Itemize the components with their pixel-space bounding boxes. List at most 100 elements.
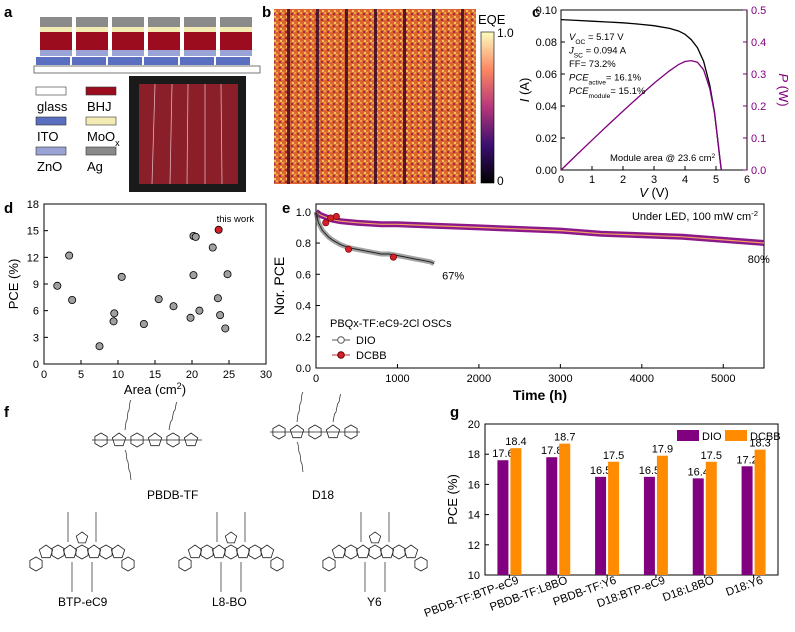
y-axis-label-left: I (A): [517, 78, 532, 103]
zno-layer: [76, 50, 108, 56]
x-tick-label: 1: [589, 174, 595, 186]
y-tick-label-left: 0.00: [536, 165, 557, 177]
y6-end-ring: [414, 556, 428, 572]
y-tick-label-right: 0.0: [751, 165, 766, 177]
ag-electrode: [148, 17, 180, 27]
l8-bo-ring: [211, 544, 227, 559]
y6-ring: [355, 544, 371, 559]
moox-layer: [76, 27, 108, 32]
device-cells: [36, 17, 252, 65]
pbdb-tf-ring: [111, 432, 127, 447]
y-tick-label: 0.2: [296, 332, 311, 344]
moox-layer: [220, 27, 252, 32]
x-tick-label: 15: [149, 369, 161, 381]
btp-ec9-ring: [86, 544, 102, 559]
y6-ring: [368, 544, 382, 560]
bar-value-label: 17.2: [736, 454, 757, 466]
l8-bo-ring: [187, 544, 203, 559]
y-tick-label: 0.4: [296, 301, 311, 313]
panel-label-c: c: [532, 4, 540, 21]
panel-a: a glass BHJ ITO MoOx ZnO Ag: [4, 4, 261, 192]
x-tick-label: 30: [260, 369, 272, 381]
ito-layer: [144, 57, 178, 65]
l8-bo-end-ring: [270, 556, 284, 572]
y-tick-label-right: 0.5: [751, 5, 766, 17]
y-tick-label: 3: [33, 332, 39, 344]
x-tick-label: D18:Y6: [724, 575, 764, 599]
y-tick-label-right: 0.4: [751, 37, 766, 49]
plot-frame: [484, 423, 779, 576]
x-tick-label: 4: [682, 174, 688, 186]
x-tick-label: 5: [713, 174, 719, 186]
data-point: [223, 270, 232, 279]
y-tick-label: 16: [468, 479, 480, 491]
data-point: [213, 294, 222, 303]
ito-layer: [180, 57, 214, 65]
label-d18: D18: [312, 488, 334, 502]
x-tick-label: 6: [744, 174, 750, 186]
x-tick-label: 10: [112, 369, 124, 381]
y-tick-label: 9: [33, 279, 39, 291]
bar-dcbb: [754, 449, 766, 575]
y-tick-label: 15: [27, 226, 39, 238]
y-axis-label: PCE (%): [6, 259, 21, 310]
dcbb-marker: [389, 253, 397, 261]
x-tick-label: 3000: [548, 373, 572, 385]
y6-core-ring: [368, 531, 382, 544]
bar-value-label: 17.6: [492, 448, 513, 460]
bhj-layer: [220, 32, 252, 50]
legend-label: MoOx: [87, 129, 120, 148]
bar-value-label: 16.4: [688, 466, 709, 478]
bar-value-label: 18.7: [554, 432, 575, 444]
moox-layer: [40, 27, 72, 32]
d18-side-chain: [296, 391, 304, 423]
data-point: [189, 271, 198, 280]
x-axis-label: V (V): [639, 185, 669, 200]
label-l8-bo: L8-BO: [212, 595, 247, 609]
pbdb-tf-ring: [147, 432, 163, 447]
legend-label-dio: DIO: [356, 335, 376, 347]
x-tick-label: 1000: [385, 373, 409, 385]
l8-bo-ring: [224, 544, 238, 560]
module-area-annotation: Module area @ 23.6 cm2: [610, 153, 716, 165]
x-axis-label: Time (h): [513, 387, 567, 403]
y6-ring: [403, 544, 419, 559]
d18-side-chain: [296, 441, 304, 473]
x-tick-label: 0: [313, 373, 319, 385]
glass-substrate: [33, 65, 261, 74]
data-point: [195, 306, 204, 315]
legend-swatch: [35, 86, 67, 96]
y-tick-label-right: 0.3: [751, 69, 766, 81]
x-tick-label: 5: [78, 369, 84, 381]
bar-dcbb: [608, 461, 620, 575]
legend-label: ITO: [37, 129, 58, 144]
data-point: [110, 309, 119, 318]
y-tick-label-left: 0.06: [536, 69, 557, 81]
y6-end-ring: [322, 556, 336, 572]
data-point: [216, 311, 225, 320]
bar-value-label: 17.8: [541, 445, 562, 457]
panel-b: b EQE 1.0 0: [262, 4, 514, 188]
data-point: [139, 319, 148, 328]
dcbb-marker: [327, 214, 335, 222]
y-axis-label-right: P (W): [776, 73, 791, 106]
ito-layer: [36, 57, 70, 65]
pbdb-tf-side-chain: [168, 401, 177, 431]
zno-layer: [184, 50, 216, 56]
x-tick-label: 4000: [630, 373, 654, 385]
y-axis-label: PCE (%): [445, 474, 460, 525]
btp-ec9-ring: [75, 544, 89, 560]
pbdb-tf-ring: [166, 432, 180, 448]
d18-ring: [325, 424, 341, 439]
x-tick-label: 0: [558, 174, 564, 186]
legend-label: BHJ: [87, 99, 112, 114]
y-tick-label-left: 0.08: [536, 37, 557, 49]
plot-frame: [43, 203, 267, 365]
y-tick-label-left: 0.02: [536, 133, 557, 145]
x-tick-label: 2: [620, 174, 626, 186]
legend-swatch: [85, 116, 117, 126]
panel-label-d: d: [4, 200, 13, 217]
btp-ec9-end-ring: [121, 556, 135, 572]
y-tick-label: 18: [468, 449, 480, 461]
